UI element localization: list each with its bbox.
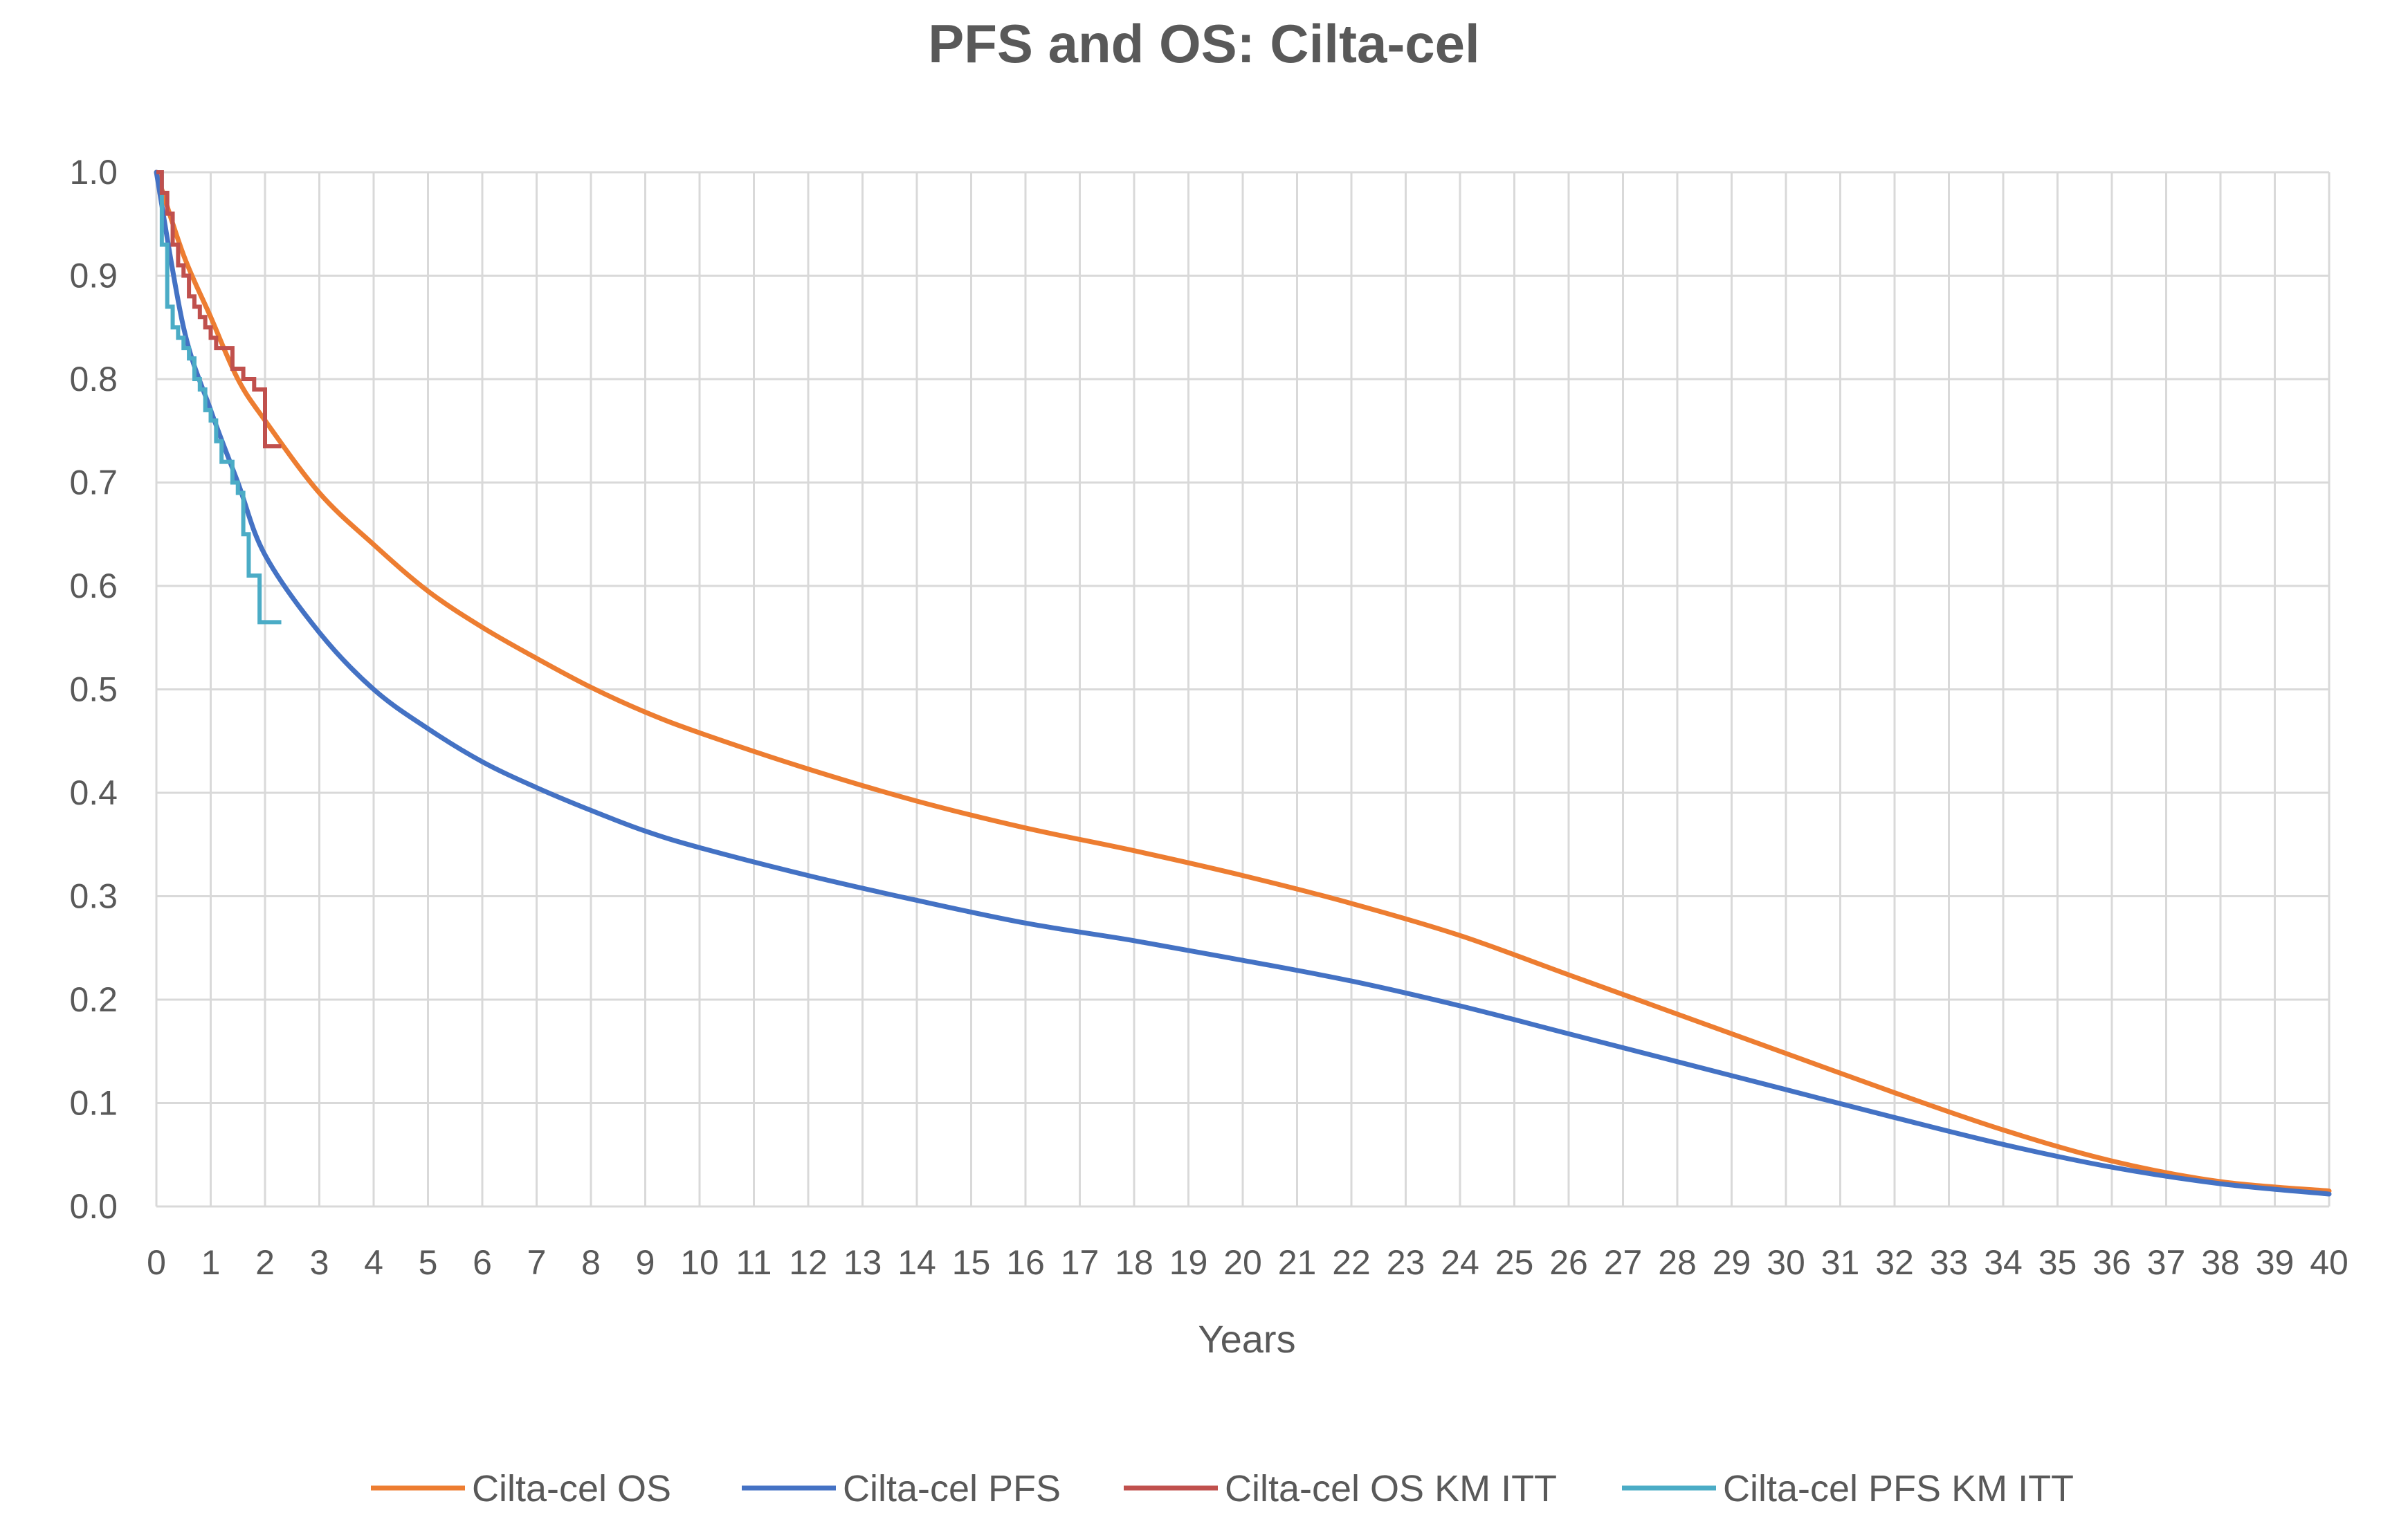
x-tick-label: 4 <box>364 1243 383 1282</box>
x-tick-label: 10 <box>680 1243 719 1282</box>
x-tick-label: 20 <box>1223 1243 1262 1282</box>
x-tick-label: 13 <box>843 1243 882 1282</box>
x-tick-label: 27 <box>1604 1243 1643 1282</box>
legend-label-cilta-cel-pfs: Cilta-cel PFS <box>843 1468 1061 1509</box>
x-tick-label: 2 <box>255 1243 275 1282</box>
y-tick-label: 0.6 <box>69 567 118 605</box>
y-axis-tick-labels: 0.0 0.1 0.2 0.3 0.4 0.5 0.6 0.7 0.8 0.9 1.0 <box>69 153 118 1226</box>
x-tick-label: 16 <box>1006 1243 1045 1282</box>
x-tick-label: 5 <box>419 1243 438 1282</box>
x-tick-label: 21 <box>1278 1243 1317 1282</box>
series-line-cilta-cel-pfs <box>154 169 2332 1197</box>
x-tick-label: 37 <box>2147 1243 2186 1282</box>
x-tick-label: 19 <box>1169 1243 1208 1282</box>
x-tick-label: 0 <box>147 1243 166 1282</box>
legend-label-cilta-cel-pfs-km-itt: Cilta-cel PFS KM ITT <box>1723 1468 2074 1509</box>
x-tick-label: 17 <box>1061 1243 1100 1282</box>
x-tick-label: 29 <box>1713 1243 1751 1282</box>
series-line-cilta-cel-pfs-km-itt <box>156 170 282 625</box>
y-tick-label: 0.7 <box>69 463 118 502</box>
x-tick-label: 40 <box>2310 1243 2348 1282</box>
x-tick-label: 22 <box>1332 1243 1371 1282</box>
x-tick-label: 23 <box>1387 1243 1425 1282</box>
legend-label-cilta-cel-os: Cilta-cel OS <box>472 1468 671 1509</box>
x-axis-tick-labels: 0 1 2 3 4 5 6 7 8 9 10 11 12 13 14 15 16 17 18 19 20 21 22 23 24… <box>147 1243 2348 1282</box>
y-tick-label: 0.9 <box>69 257 118 295</box>
legend-label-cilta-cel-os-km-itt: Cilta-cel OS KM ITT <box>1225 1468 1557 1509</box>
x-tick-label: 33 <box>1930 1243 1969 1282</box>
series-line-cilta-cel-os-km-itt <box>156 170 282 449</box>
legend: Cilta-cel OS Cilta-cel PFS Cilta-cel OS KM… <box>371 1468 2074 1509</box>
x-tick-label: 38 <box>2201 1243 2240 1282</box>
x-tick-label: 9 <box>636 1243 655 1282</box>
x-tick-label: 1 <box>201 1243 221 1282</box>
x-tick-label: 7 <box>527 1243 547 1282</box>
y-tick-label: 0.3 <box>69 877 118 916</box>
y-tick-label: 0.2 <box>69 980 118 1019</box>
y-tick-label: 0.4 <box>69 773 118 812</box>
chart-title: PFS and OS: Cilta-cel <box>928 13 1479 74</box>
grid <box>155 171 2331 1208</box>
y-tick-label: 0.0 <box>69 1187 118 1226</box>
x-tick-label: 25 <box>1495 1243 1534 1282</box>
x-tick-label: 30 <box>1767 1243 1805 1282</box>
x-tick-label: 24 <box>1441 1243 1479 1282</box>
x-tick-label: 31 <box>1821 1243 1860 1282</box>
x-tick-label: 8 <box>581 1243 601 1282</box>
x-tick-label: 26 <box>1549 1243 1588 1282</box>
x-tick-label: 35 <box>2038 1243 2077 1282</box>
x-tick-label: 15 <box>952 1243 991 1282</box>
x-tick-label: 39 <box>2256 1243 2295 1282</box>
x-axis-title: Years <box>1198 1317 1295 1361</box>
x-tick-label: 6 <box>473 1243 492 1282</box>
x-tick-label: 3 <box>310 1243 329 1282</box>
y-tick-label: 0.8 <box>69 360 118 398</box>
x-tick-label: 18 <box>1115 1243 1153 1282</box>
y-tick-label: 0.5 <box>69 670 118 709</box>
series-line-cilta-cel-os <box>154 169 2332 1194</box>
y-tick-label: 0.1 <box>69 1084 118 1123</box>
series-layer <box>154 169 2332 1197</box>
x-tick-label: 11 <box>736 1243 772 1282</box>
x-tick-label: 32 <box>1875 1243 1914 1282</box>
x-tick-label: 14 <box>897 1243 936 1282</box>
x-tick-label: 12 <box>789 1243 828 1282</box>
y-tick-label: 1.0 <box>69 153 118 192</box>
x-tick-label: 34 <box>1984 1243 2023 1282</box>
x-tick-label: 28 <box>1658 1243 1697 1282</box>
x-tick-label: 36 <box>2092 1243 2131 1282</box>
